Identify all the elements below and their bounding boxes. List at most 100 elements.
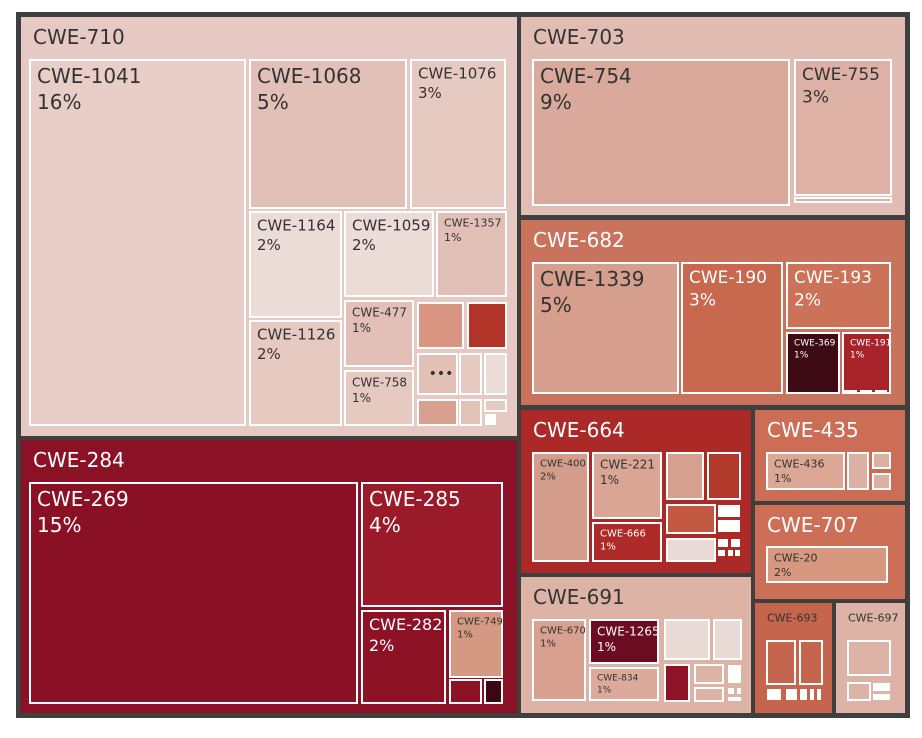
tile-cwe-1164-percent: 2% <box>257 236 281 254</box>
tile-cwe-1068[interactable] <box>249 59 407 209</box>
tile-cwe-20[interactable] <box>766 546 888 583</box>
tile-cwe-221[interactable] <box>592 452 662 519</box>
group-cwe-664-minor-tile[interactable] <box>718 520 740 532</box>
group-cwe-691-minor-tile[interactable] <box>728 697 741 701</box>
tile-cwe-282-percent: 2% <box>369 636 394 655</box>
tile-cwe-749[interactable] <box>449 610 503 678</box>
tile-cwe-282-label: CWE-282 <box>369 615 442 634</box>
group-cwe-710-minor-tile[interactable] <box>484 399 507 412</box>
group-cwe-691-minor-tile[interactable] <box>728 665 741 683</box>
group-cwe-682-minor-tile[interactable] <box>875 390 887 394</box>
tile-cwe-282[interactable] <box>361 610 446 704</box>
tile-cwe-666-label: CWE-666 <box>600 529 646 540</box>
group-cwe-710-minor-tile[interactable] <box>417 399 458 426</box>
group-cwe-691-minor-tile[interactable] <box>694 664 724 684</box>
group-cwe-703-minor-tile[interactable] <box>794 197 892 203</box>
group-cwe-693-minor-tile[interactable] <box>766 640 796 685</box>
more-indicator[interactable]: ••• <box>429 366 454 382</box>
tile-cwe-369[interactable] <box>786 332 840 394</box>
tile-cwe-666[interactable] <box>592 522 662 562</box>
group-cwe-435-label: CWE-435 <box>767 418 859 442</box>
tile-cwe-1041-label: CWE-1041 <box>37 64 142 88</box>
tile-cwe-754-label: CWE-754 <box>540 64 632 88</box>
group-cwe-664-minor-tile[interactable] <box>731 539 740 547</box>
group-cwe-691-minor-tile[interactable] <box>694 687 724 702</box>
group-cwe-693-minor-tile[interactable] <box>817 689 821 700</box>
group-cwe-664-minor-tile[interactable] <box>718 505 740 517</box>
group-cwe-693-minor-tile[interactable] <box>799 640 823 685</box>
tile-cwe-1357[interactable] <box>436 211 507 297</box>
group-cwe-710-minor-tile[interactable] <box>459 353 482 395</box>
tile-cwe-834[interactable] <box>589 667 659 701</box>
group-cwe-693-minor-tile[interactable] <box>767 689 781 700</box>
tile-cwe-269[interactable] <box>29 482 358 704</box>
tile-cwe-1059[interactable] <box>344 211 434 297</box>
tile-cwe-1164[interactable] <box>249 211 342 318</box>
tile-cwe-285-label: CWE-285 <box>369 487 461 511</box>
group-cwe-693-minor-tile[interactable] <box>786 689 797 700</box>
group-cwe-664-minor-tile[interactable] <box>666 538 716 562</box>
tile-cwe-193[interactable] <box>786 262 891 329</box>
group-cwe-664-label: CWE-664 <box>533 418 625 442</box>
group-cwe-703-label: CWE-703 <box>533 25 625 49</box>
group-cwe-697-minor-tile[interactable] <box>847 640 891 676</box>
tile-cwe-755-percent: 3% <box>802 87 829 107</box>
group-cwe-682-minor-tile[interactable] <box>843 390 857 394</box>
tile-cwe-191-percent: 1% <box>850 350 865 360</box>
tile-cwe-190[interactable] <box>681 262 783 394</box>
tile-cwe-436-label: CWE-436 <box>774 457 824 470</box>
group-cwe-697-minor-tile[interactable] <box>847 682 871 701</box>
tile-cwe-1126[interactable] <box>249 320 342 426</box>
tile-cwe-369-label: CWE-369 <box>794 339 836 349</box>
group-cwe-691-minor-tile[interactable] <box>664 664 690 702</box>
group-cwe-664-minor-tile[interactable] <box>666 452 704 500</box>
tile-cwe-670[interactable] <box>532 619 586 701</box>
group-cwe-435-minor-tile[interactable] <box>872 452 891 469</box>
tile-cwe-754[interactable] <box>532 59 790 206</box>
group-cwe-435-minor-tile[interactable] <box>872 473 891 490</box>
group-cwe-693-minor-tile[interactable] <box>800 689 807 700</box>
tile-cwe-285[interactable] <box>361 482 503 607</box>
tile-cwe-758[interactable] <box>344 370 414 426</box>
tile-cwe-477-percent: 1% <box>352 321 371 335</box>
group-cwe-710-minor-tile[interactable] <box>467 302 507 349</box>
group-cwe-710-minor-tile[interactable] <box>459 399 482 426</box>
tile-cwe-1265[interactable] <box>589 619 659 664</box>
group-cwe-691-minor-tile[interactable] <box>737 688 741 694</box>
group-cwe-664-minor-tile[interactable] <box>728 550 733 556</box>
group-cwe-710-minor-tile[interactable] <box>417 353 458 395</box>
tile-cwe-1076[interactable] <box>410 59 506 209</box>
tile-cwe-436[interactable] <box>766 452 845 490</box>
group-cwe-691-minor-tile[interactable] <box>728 688 734 694</box>
tile-cwe-755[interactable] <box>794 59 892 196</box>
group-cwe-691-minor-tile[interactable] <box>664 619 710 660</box>
group-cwe-664-minor-tile[interactable] <box>718 550 725 556</box>
group-cwe-710-minor-tile[interactable] <box>485 414 496 425</box>
tile-cwe-269-label: CWE-269 <box>37 487 129 511</box>
tile-cwe-400[interactable] <box>532 452 589 562</box>
tile-cwe-20-label: CWE-20 <box>774 551 817 564</box>
group-cwe-664-minor-tile[interactable] <box>735 550 740 556</box>
group-cwe-284-minor-tile[interactable] <box>449 679 482 704</box>
group-cwe-664-minor-tile[interactable] <box>718 539 728 547</box>
group-cwe-284-minor-tile[interactable] <box>484 679 503 704</box>
group-cwe-710-minor-tile[interactable] <box>484 353 507 395</box>
tile-cwe-1041[interactable] <box>29 59 246 426</box>
tile-cwe-191[interactable] <box>842 332 891 394</box>
tile-cwe-400-percent: 2% <box>540 472 556 483</box>
group-cwe-697-minor-tile[interactable] <box>873 683 890 691</box>
group-cwe-664-minor-tile[interactable] <box>666 504 716 534</box>
tile-cwe-477[interactable] <box>344 300 414 367</box>
group-cwe-710-minor-tile[interactable] <box>417 302 464 349</box>
tile-cwe-369-percent: 1% <box>794 350 809 360</box>
group-cwe-697-minor-tile[interactable] <box>873 694 890 700</box>
tile-cwe-1339[interactable] <box>532 262 679 394</box>
group-cwe-691-minor-tile[interactable] <box>713 619 742 660</box>
group-cwe-693-minor-tile[interactable] <box>810 689 814 700</box>
tile-cwe-834-percent: 1% <box>597 685 612 695</box>
tile-cwe-1339-percent: 5% <box>540 293 572 317</box>
group-cwe-435-minor-tile[interactable] <box>847 452 869 490</box>
group-cwe-664-minor-tile[interactable] <box>707 452 741 500</box>
group-cwe-682-minor-tile[interactable] <box>860 390 872 394</box>
group-cwe-284-label: CWE-284 <box>33 448 125 472</box>
